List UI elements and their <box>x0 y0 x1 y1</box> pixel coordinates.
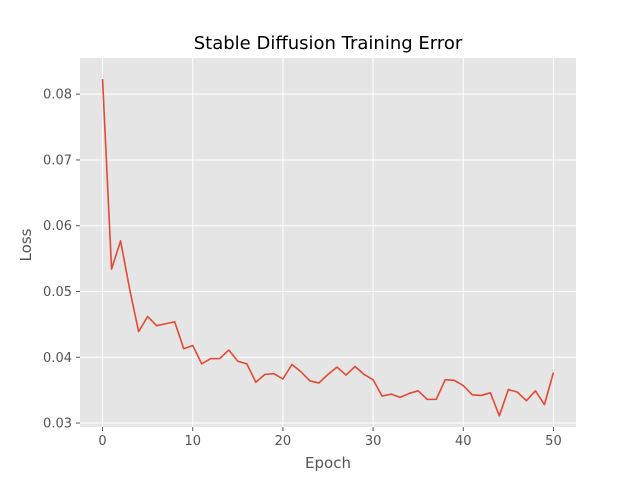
grid-lines <box>80 58 576 427</box>
x-tick-labels: 0 10 20 30 40 50 <box>98 434 561 449</box>
x-tick-label: 30 <box>365 434 382 449</box>
y-tick-label: 0.03 <box>43 417 72 432</box>
x-tick-label: 50 <box>545 434 562 449</box>
x-tick-label: 0 <box>98 434 106 449</box>
y-tick-label: 0.06 <box>43 219 72 234</box>
chart-title: Stable Diffusion Training Error <box>194 33 463 54</box>
plot-area <box>80 58 576 427</box>
y-axis-label: Loss <box>17 228 35 261</box>
x-tick-label: 20 <box>275 434 292 449</box>
y-tick-label: 0.05 <box>43 285 72 300</box>
series-line-training-error <box>101 79 555 417</box>
y-tick-labels: 0.03 0.04 0.05 0.06 0.07 0.08 <box>43 88 72 432</box>
x-tick-label: 10 <box>184 434 201 449</box>
y-tick-label: 0.08 <box>43 88 72 103</box>
y-tick-label: 0.04 <box>43 351 72 366</box>
x-tick-label: 40 <box>455 434 472 449</box>
y-tick-label: 0.07 <box>43 153 72 168</box>
x-axis-label: Epoch <box>305 454 351 472</box>
tick-marks <box>76 93 554 431</box>
